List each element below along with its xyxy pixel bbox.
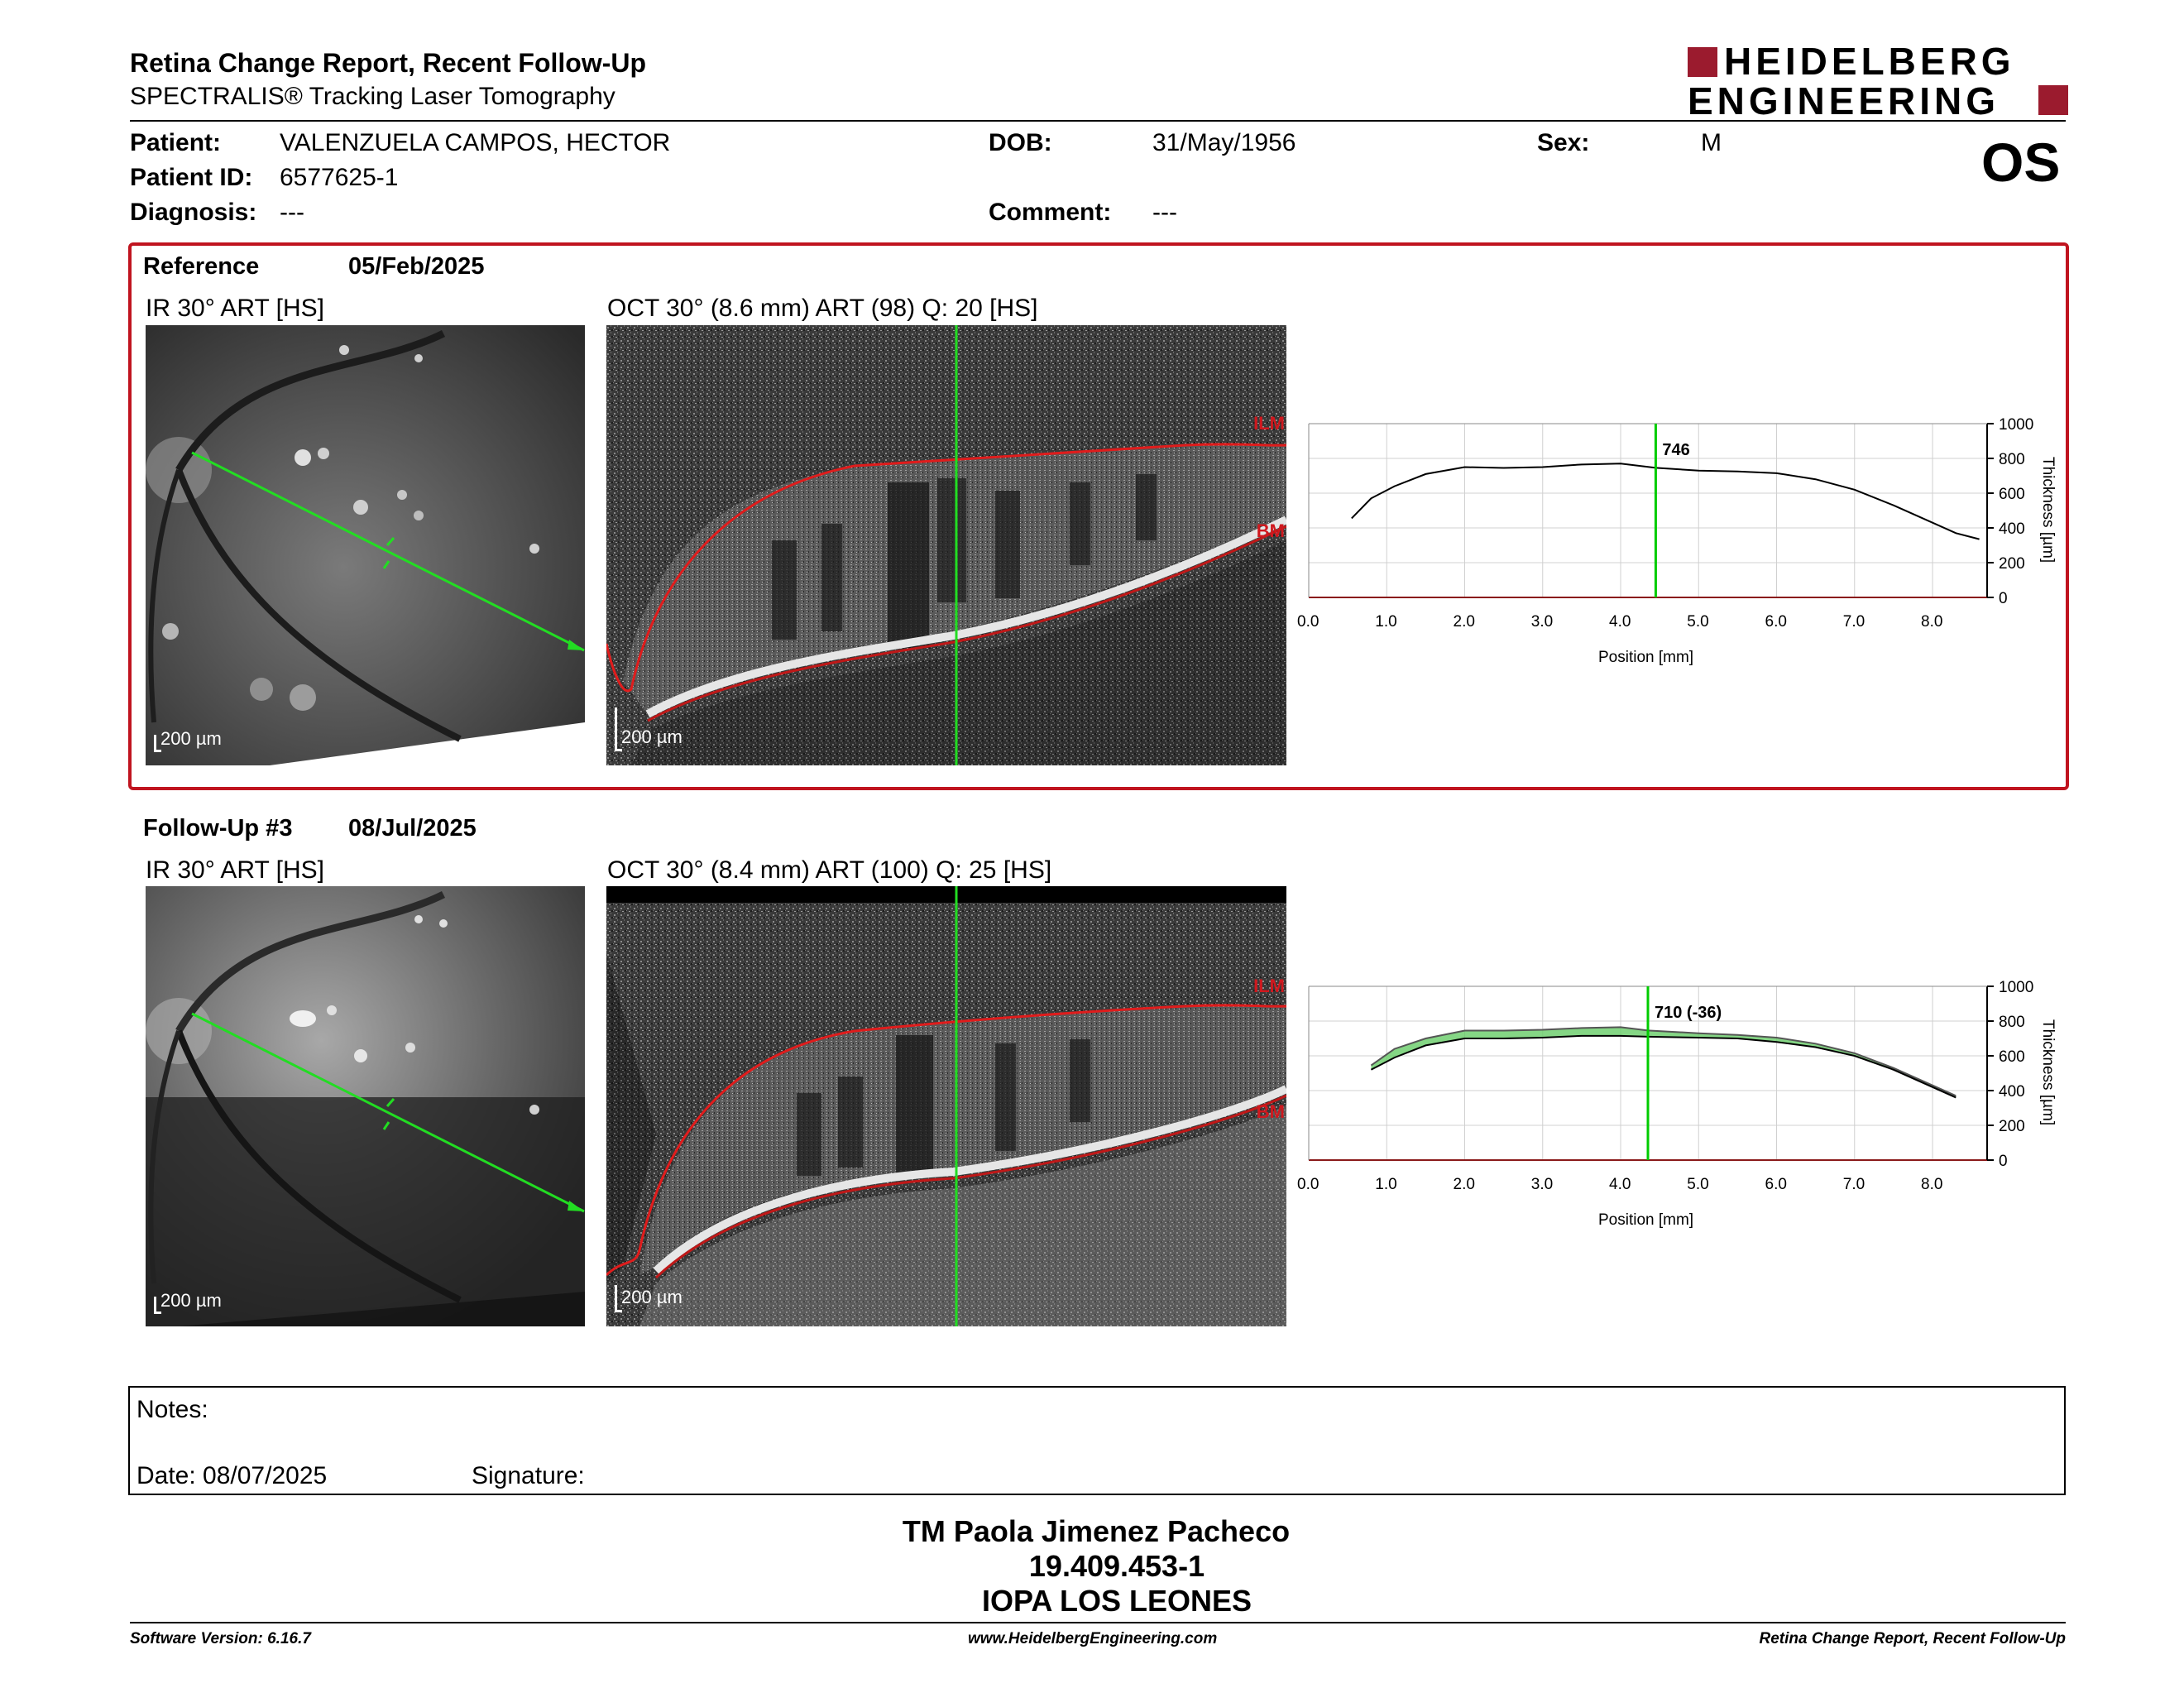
patient-name-label: Patient: [130, 129, 222, 156]
x-tick-label: 8.0 [1921, 1176, 1942, 1193]
x-tick-label: 7.0 [1843, 613, 1865, 631]
x-tick-label: 4.0 [1609, 1176, 1631, 1193]
reference-ilm-label: ILM [1253, 413, 1285, 434]
followup-oct-image: ILM BM 200 µm [606, 886, 1286, 1326]
y-tick-label: 400 [1999, 520, 2025, 538]
x-tick-label: 0.0 [1297, 1176, 1319, 1193]
x-tick-label: 4.0 [1609, 613, 1631, 631]
diagnosis: --- [280, 199, 304, 226]
heidelberg-logo: HEIDELBERG ENGINEERING [1688, 41, 2068, 122]
x-tick-label: 0.0 [1297, 613, 1319, 631]
y-axis-label: Thickness [µm] [2039, 1019, 2057, 1125]
followup-ir-caption: IR 30° ART [HS] [146, 856, 324, 884]
y-axis-label: Thickness [µm] [2039, 457, 2057, 563]
comment: --- [1152, 199, 1177, 226]
thickness-series-line [1370, 1034, 1956, 1099]
footer-software: Software Version: 6.16.7 [130, 1630, 311, 1647]
followup-ir-scale: 200 µm [160, 1290, 222, 1311]
comment-label: Comment: [989, 199, 1112, 226]
sex: M [1701, 129, 1722, 156]
x-axis-label: Position [mm] [1598, 649, 1693, 666]
y-tick-label: 600 [1999, 486, 2025, 503]
report-subtitle: SPECTRALIS® Tracking Laser Tomography [130, 83, 615, 110]
x-tick-label: 3.0 [1531, 613, 1553, 631]
notes-label: Notes: [136, 1396, 208, 1423]
x-tick-label: 5.0 [1687, 1176, 1708, 1193]
y-tick-label: 1000 [1999, 416, 2033, 434]
x-tick-label: 8.0 [1921, 613, 1942, 631]
followup-oct-scale: 200 µm [621, 1287, 682, 1307]
dob: 31/May/1956 [1152, 129, 1296, 156]
x-tick-label: 3.0 [1531, 1176, 1553, 1193]
reference-ir-scale: 200 µm [160, 728, 222, 749]
patient-id-label: Patient ID: [130, 164, 253, 191]
x-axis-label: Position [mm] [1598, 1211, 1693, 1229]
y-tick-label: 400 [1999, 1083, 2025, 1101]
y-tick-label: 800 [1999, 1014, 2025, 1031]
x-tick-label: 1.0 [1375, 613, 1396, 631]
y-tick-label: 200 [1999, 1118, 2025, 1135]
reference-thickness-chart: 0 200 400 600 800 1000 0.0 1.0 2.0 3.0 4.0 5.0 6.0 7.… [1291, 405, 2076, 679]
y-tick-label: 200 [1999, 555, 2025, 573]
signer-name: TM Paola Jimenez Pacheco [902, 1514, 1291, 1548]
footer-report: Retina Change Report, Recent Follow-Up [1759, 1630, 2066, 1647]
signer-id: 19.409.453-1 [1028, 1549, 1205, 1583]
patient-id: 6577625-1 [280, 164, 399, 191]
x-tick-label: 5.0 [1687, 613, 1708, 631]
report-title: Retina Change Report, Recent Follow-Up [130, 48, 647, 78]
y-tick-label: 0 [1999, 1153, 2008, 1170]
x-tick-label: 7.0 [1843, 1176, 1865, 1193]
reference-ir-caption: IR 30° ART [HS] [146, 295, 324, 322]
marker-value-label: 710 (-36) [1655, 1004, 1722, 1022]
x-tick-label: 1.0 [1375, 1176, 1396, 1193]
followup-label: Follow-Up #3 [143, 815, 293, 842]
footer-website[interactable]: www.HeidelbergEngineering.com [968, 1630, 1218, 1647]
reference-oct-scale: 200 µm [621, 727, 682, 747]
reference-bm-label: BM [1256, 520, 1285, 541]
notes-box: Notes: Date: 08/07/2025 Signature: [128, 1386, 2066, 1495]
y-tick-label: 1000 [1999, 979, 2033, 996]
signer-org: IOPA LOS LEONES [981, 1584, 1252, 1618]
followup-thickness-chart: 0 200 400 600 800 1000 0.0 1.0 2.0 3.0 4.0 5.0 6.0 7.… [1291, 968, 2076, 1241]
y-tick-label: 600 [1999, 1048, 2025, 1066]
reference-label: Reference [143, 253, 260, 280]
followup-bm-label: BM [1256, 1101, 1285, 1122]
sex-label: Sex: [1537, 129, 1590, 156]
followup-ir-image: 200 µm [146, 886, 585, 1326]
followup-oct-caption: OCT 30° (8.4 mm) ART (100) Q: 25 [HS] [607, 856, 1052, 884]
reference-oct-caption: OCT 30° (8.6 mm) ART (98) Q: 20 [HS] [607, 295, 1038, 322]
dob-label: DOB: [989, 129, 1052, 156]
followup-date: 08/Jul/2025 [348, 815, 477, 842]
reference-frame [128, 242, 2069, 790]
eye-label: OS [1981, 132, 2061, 193]
y-tick-label: 0 [1999, 590, 2008, 607]
marker-value-label: 746 [1662, 441, 1689, 459]
x-tick-label: 2.0 [1454, 613, 1475, 631]
x-tick-label: 6.0 [1765, 613, 1787, 631]
difference-area [1371, 1027, 1956, 1098]
x-tick-label: 6.0 [1765, 1176, 1787, 1193]
y-tick-label: 800 [1999, 451, 2025, 468]
notes-date: Date: 08/07/2025 [136, 1462, 328, 1489]
followup-ilm-label: ILM [1253, 976, 1285, 996]
reference-ir-image: 200 µm [146, 325, 585, 765]
signature-label: Signature: [472, 1462, 585, 1489]
diagnosis-label: Diagnosis: [130, 199, 257, 226]
patient-name: VALENZUELA CAMPOS, HECTOR [280, 129, 671, 156]
reference-oct-image: ILM BM 200 µm [606, 325, 1286, 765]
reference-date: 05/Feb/2025 [348, 253, 485, 280]
x-tick-label: 2.0 [1454, 1176, 1475, 1193]
